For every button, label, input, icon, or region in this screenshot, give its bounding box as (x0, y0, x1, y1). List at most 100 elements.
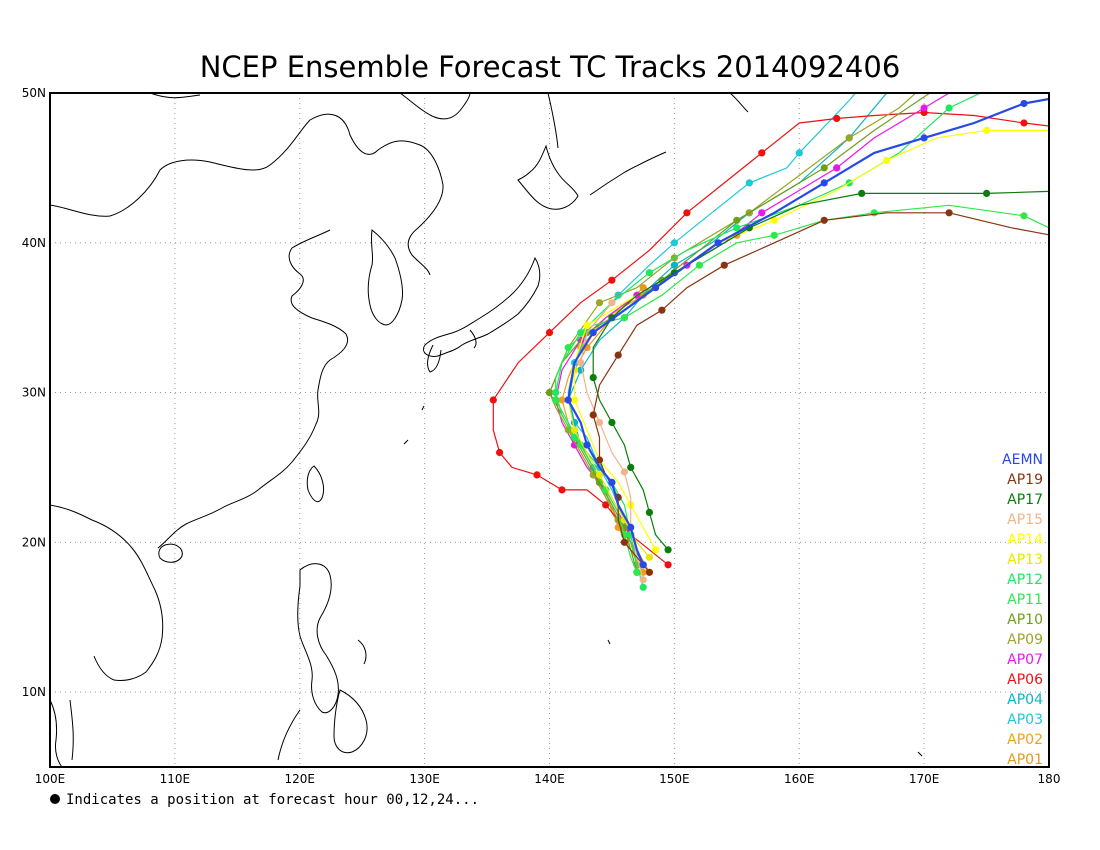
legend-entry-ap09: AP09 (1007, 632, 1043, 648)
track-point (570, 441, 579, 449)
track-point (833, 164, 841, 172)
legend-entry-ap02: AP02 (1007, 732, 1043, 748)
track-point (770, 231, 778, 239)
track-point (664, 561, 672, 569)
track-point (595, 418, 604, 427)
track-point (583, 321, 591, 329)
y-tick-label: 10N (22, 685, 46, 699)
track-point (608, 299, 616, 307)
track-point (589, 329, 597, 337)
track-point (570, 396, 579, 404)
track-point (620, 314, 629, 322)
track-point (577, 329, 585, 337)
track-point (845, 134, 853, 142)
track-point (570, 433, 579, 442)
track-line (555, 93, 951, 536)
track-point (733, 216, 741, 224)
track-point (720, 261, 728, 269)
track-point (820, 164, 828, 172)
track-point (683, 209, 691, 217)
track-point (645, 508, 654, 516)
x-tick-label: 170E (909, 772, 940, 786)
track-point (595, 478, 604, 486)
track-point (620, 468, 629, 476)
track-line (567, 97, 1049, 566)
track-point (595, 299, 604, 307)
chart-title: NCEP Ensemble Forecast TC Tracks 2014092… (200, 50, 901, 84)
x-tick-label: 150E (659, 772, 690, 786)
track-point (645, 568, 654, 576)
legend-entry-ap10: AP10 (1007, 612, 1043, 628)
track-point (858, 189, 866, 197)
track-point (627, 463, 635, 471)
track-point (745, 179, 753, 187)
track-aemn (564, 97, 1049, 569)
track-point (608, 276, 616, 284)
track-point (620, 538, 629, 546)
ensemble-tracks (489, 93, 1049, 591)
y-tick-label: 50N (22, 86, 46, 100)
track-point (670, 261, 679, 269)
legend: AEMN AP19 AP17 AP15 AP14 AP13 AP12 AP11 AP10 AP09… (1002, 452, 1043, 768)
track-point (652, 284, 660, 292)
track-point (608, 418, 616, 427)
track-point (645, 553, 654, 561)
track-point (1020, 212, 1028, 220)
legend-entry-ap11: AP11 (1007, 592, 1043, 608)
track-point (833, 114, 841, 123)
track-point (602, 501, 610, 509)
track-point (714, 239, 722, 247)
track-point (983, 126, 991, 134)
track-point (983, 189, 991, 197)
position-marker-icon (50, 794, 60, 804)
track-point (595, 456, 604, 464)
track-point (602, 486, 610, 494)
track-point (558, 396, 566, 404)
y-tick-label: 20N (22, 535, 46, 549)
track-point (920, 134, 928, 142)
legend-entry-ap06: AP06 (1007, 672, 1043, 688)
track-point (870, 209, 878, 217)
track-point (564, 396, 572, 404)
track-point (589, 411, 597, 419)
track-point (652, 546, 660, 554)
track-point (1020, 99, 1028, 108)
legend-entry-ap04: AP04 (1007, 692, 1043, 708)
x-tick-label: 180 (1038, 772, 1061, 786)
track-point (695, 261, 704, 269)
track-point (558, 486, 566, 494)
track-point (795, 149, 803, 157)
legend-entry-ap14: AP14 (1007, 532, 1043, 548)
track-point (533, 471, 541, 479)
x-tick-label: 110E (160, 772, 191, 786)
x-tick-label: 120E (285, 772, 316, 786)
track-point (639, 576, 647, 584)
legend-entry-ap19: AP19 (1007, 472, 1043, 488)
track-point (645, 269, 654, 277)
track-point (545, 329, 554, 337)
track-point (639, 583, 647, 591)
track-point (496, 448, 504, 457)
track-line (555, 204, 1049, 573)
y-tick-label: 30N (22, 386, 46, 400)
track-point (658, 306, 666, 314)
track-point (639, 284, 647, 292)
track-line (555, 93, 982, 588)
track-point (614, 351, 622, 359)
y-tick-label: 40N (22, 236, 46, 250)
footnote: Indicates a position at forecast hour 00… (66, 792, 479, 808)
track-point (883, 156, 891, 164)
track-point (770, 216, 778, 224)
legend-entry-ap07: AP07 (1007, 652, 1043, 668)
track-point (489, 396, 497, 404)
track-point (758, 209, 766, 217)
track-point (945, 209, 953, 217)
legend-entry-ap17: AP17 (1007, 492, 1043, 508)
legend-entry-ap01: AP01 (1007, 752, 1043, 768)
legend-entry-ap15: AP15 (1007, 512, 1043, 528)
track-point (733, 224, 741, 232)
track-point (664, 546, 672, 554)
track-point (589, 471, 597, 479)
track-point (570, 426, 579, 434)
